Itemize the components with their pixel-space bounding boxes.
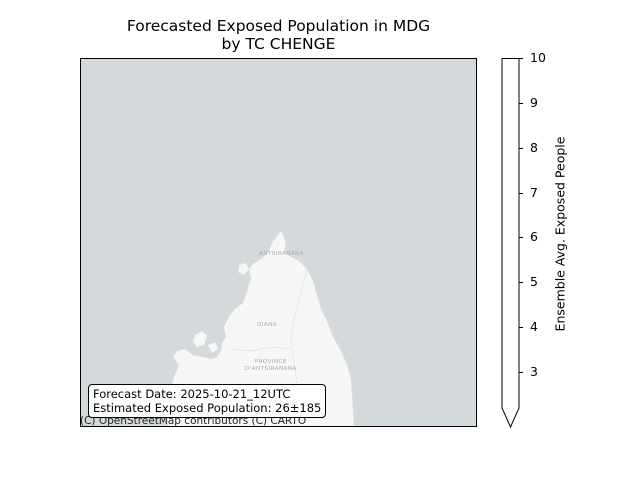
admin-boundary	[290, 270, 308, 426]
colorbar-tick-label: 10	[530, 50, 546, 65]
colorbar-tick-label: 5	[530, 274, 538, 290]
island	[192, 330, 208, 348]
colorbar-tick-label: 7	[530, 184, 538, 200]
colorbar	[501, 58, 520, 429]
colorbar-tick-label: 9	[530, 94, 538, 110]
basemap	[166, 230, 355, 426]
forecast-date: Forecast Date: 2025-10-21_12UTC	[93, 387, 291, 401]
map-title: Forecasted Exposed Population in MDG by …	[126, 17, 431, 53]
colorbar-tick-label: 8	[530, 139, 538, 155]
region-label: DIANA	[257, 322, 277, 328]
colorbar-tick-mark	[519, 58, 523, 59]
island	[237, 262, 250, 276]
colorbar-tick-mark	[519, 192, 523, 194]
admin-boundary	[230, 346, 292, 352]
colorbar-tick-mark	[519, 102, 523, 104]
colorbar-tick-label: 6	[530, 229, 538, 245]
exposed-population: Estimated Exposed Population: 26±185	[93, 401, 322, 415]
colorbar-tick-mark	[519, 282, 523, 284]
city-label: ANTSIRANANA	[259, 251, 304, 257]
forecast-info-box: Forecast Date: 2025-10-21_12UTC Estimate…	[88, 384, 327, 418]
island	[226, 324, 234, 333]
colorbar-tick-mark	[519, 147, 523, 149]
colorbar-body	[501, 58, 520, 429]
colorbar-tick-label: 4	[530, 319, 538, 335]
colorbar-label: Ensemble Avg. Exposed People	[552, 136, 568, 332]
map-attribution: (C) OpenStreetMap contributors (C) CARTO	[80, 415, 307, 427]
province-label: PROVINCE D'ANTSIRANANA	[245, 359, 297, 372]
map-panel[interactable]: ANTSIRANANA DIANA PROVINCE D'ANTSIRANANA	[80, 58, 477, 427]
colorbar-tick-mark	[519, 237, 523, 239]
island	[207, 341, 219, 354]
colorbar-tick-mark	[519, 372, 523, 374]
landmass	[166, 230, 355, 426]
colorbar-tick-mark	[519, 327, 523, 329]
colorbar-tick-label: 3	[530, 364, 538, 380]
